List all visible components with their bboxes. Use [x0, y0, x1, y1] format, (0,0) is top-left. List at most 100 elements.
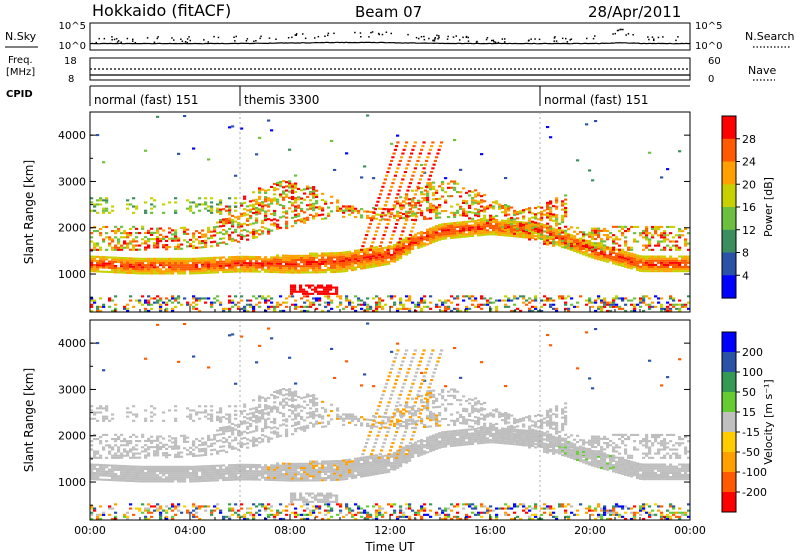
power-cell: [255, 213, 259, 216]
power-cell: [660, 176, 664, 179]
velocity-cell: [261, 415, 265, 418]
power-cell: [456, 236, 460, 239]
power-cell: [117, 260, 121, 263]
power-cell: [276, 254, 280, 257]
power-cell: [606, 248, 610, 251]
power-cell: [537, 205, 541, 208]
velocity-cell: [177, 480, 181, 483]
nsearch-dot: [359, 32, 362, 34]
power-cell: [267, 209, 271, 212]
power-cell: [546, 201, 550, 204]
power-cell: [471, 230, 475, 233]
power-cell: [314, 290, 318, 293]
power-cell: [288, 254, 292, 257]
power-cell: [114, 309, 118, 312]
power-cell: [267, 299, 271, 302]
power-cell: [273, 218, 277, 221]
velocity-cell: [171, 509, 175, 512]
velocity-cell: [255, 361, 259, 364]
power-cell: [129, 203, 133, 206]
power-cell: [549, 202, 553, 205]
power-cell: [612, 225, 616, 228]
power-cell: [528, 234, 532, 237]
power-cell: [642, 301, 646, 304]
power-cell: [570, 303, 574, 306]
power-cell: [288, 263, 292, 266]
power-cell: [426, 194, 430, 197]
velocity-cell: [111, 456, 115, 459]
nsearch-dot: [302, 33, 304, 35]
power-cell: [612, 258, 616, 261]
power-cell: [228, 209, 232, 212]
velocity-cell: [198, 517, 202, 520]
power-cell: [201, 271, 205, 274]
nsearch-dot: [156, 37, 158, 40]
power-cell: [477, 226, 481, 229]
velocity-cell: [261, 417, 265, 420]
power-cell: [399, 307, 403, 310]
power-cell: [600, 238, 604, 241]
power-cell: [312, 194, 316, 197]
power-cell: [468, 226, 472, 229]
power-cell: [510, 220, 514, 223]
power-cell: [414, 309, 418, 312]
power-cell: [324, 271, 328, 274]
power-cell: [255, 153, 259, 156]
power-cell: [141, 242, 145, 245]
power-cell: [219, 256, 223, 259]
power-cell: [371, 241, 375, 244]
power-cell: [480, 225, 484, 228]
power-cell: [531, 234, 535, 237]
power-cell: [297, 263, 301, 266]
velocity-cell: [213, 477, 217, 480]
nsearch-dot: [475, 41, 478, 43]
power-cell: [420, 297, 424, 300]
velocity-cell: [195, 478, 199, 481]
power-cell: [507, 217, 511, 220]
power-cell: [234, 216, 238, 219]
power-cell: [108, 238, 112, 241]
power-cell: [162, 244, 166, 247]
velocity-cell: [225, 426, 229, 429]
nsearch-dot: [614, 32, 616, 35]
power-cell: [597, 307, 601, 310]
power-cell: [339, 209, 343, 212]
power-cell: [421, 197, 425, 200]
power-cell: [462, 225, 466, 228]
velocity-cell: [90, 505, 94, 508]
power-cell: [603, 257, 607, 260]
power-cell: [408, 210, 412, 213]
velocity-cell: [93, 452, 97, 455]
power-cell: [285, 210, 289, 213]
power-cell: [312, 202, 316, 205]
velocity-cell: [102, 407, 106, 410]
power-cell: [555, 243, 559, 246]
power-cell: [321, 199, 325, 202]
power-cell: [360, 263, 364, 266]
power-cell: [600, 259, 604, 262]
power-cell: [267, 260, 271, 263]
velocity-cell: [114, 475, 118, 478]
power-cell: [168, 299, 172, 302]
velocity-cell: [144, 474, 148, 477]
power-cell: [507, 299, 511, 302]
power-cell: [198, 297, 202, 300]
power-cell: [96, 248, 100, 251]
velocity-cell: [168, 445, 172, 448]
velocity-cell: [243, 420, 247, 423]
velocity-cell: [225, 413, 229, 416]
power-cell: [672, 263, 676, 266]
velocity-cell: [132, 413, 136, 416]
nsearch-dot: [437, 38, 439, 40]
power-cell: [105, 209, 109, 212]
power-cell: [642, 236, 646, 239]
velocity-cell: [102, 474, 106, 477]
power-cell: [219, 237, 223, 240]
velocity-cell: [243, 465, 247, 468]
power-cell: [498, 227, 502, 230]
power-cell: [168, 231, 172, 234]
power-cell: [418, 152, 422, 155]
power-cell: [171, 268, 175, 271]
power-cell: [399, 248, 403, 251]
